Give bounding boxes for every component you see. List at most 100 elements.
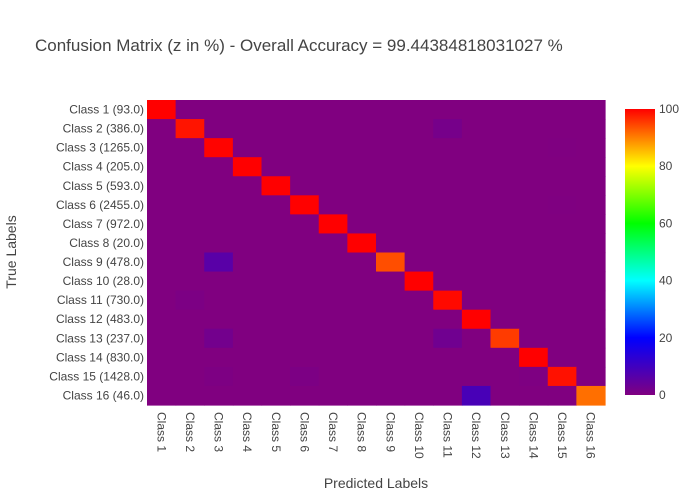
- heatmap-cell: [318, 385, 348, 406]
- heatmap-cell: [261, 138, 291, 158]
- heatmap-cell: [461, 309, 492, 330]
- x-tick-label: Class 8: [355, 412, 369, 452]
- heatmap-cell: [404, 290, 434, 311]
- heatmap-cell: [547, 252, 577, 273]
- heatmap-cell: [547, 138, 577, 158]
- heatmap-cell: [490, 233, 520, 254]
- heatmap-cell: [576, 366, 606, 387]
- heatmap-cell: [204, 100, 234, 120]
- y-tick-label: Class 14 (830.0): [56, 350, 144, 364]
- heatmap-cell: [204, 328, 234, 349]
- heatmap-cell: [232, 328, 263, 349]
- heatmap-cell: [147, 290, 177, 311]
- heatmap-cell: [232, 119, 263, 139]
- heatmap-cell: [347, 328, 377, 349]
- heatmap-cell: [519, 138, 549, 158]
- heatmap-cell: [318, 195, 348, 215]
- colorbar-tick-label: 40: [659, 274, 673, 288]
- heatmap-cell: [490, 309, 520, 330]
- heatmap-cell: [261, 233, 291, 254]
- heatmap-cell: [576, 214, 606, 235]
- heatmap-cell: [232, 100, 263, 120]
- heatmap-cell: [519, 119, 549, 139]
- heatmap-cell: [433, 138, 463, 158]
- heatmap-cell: [433, 157, 463, 177]
- y-tick-label: Class 7 (972.0): [63, 217, 144, 231]
- y-tick-label: Class 4 (205.0): [63, 160, 144, 174]
- heatmap-cell: [547, 233, 577, 254]
- heatmap-cell: [519, 385, 549, 406]
- y-tick-label: Class 1 (93.0): [69, 103, 144, 117]
- heatmap-cell: [290, 214, 320, 235]
- heatmap-cells: [147, 100, 606, 406]
- heatmap-cell: [576, 138, 606, 158]
- heatmap-cell: [347, 157, 377, 177]
- colorbar-ticks: 0 20 40 60 80 100: [659, 102, 679, 402]
- heatmap-cell: [376, 176, 406, 196]
- heatmap-cell: [576, 176, 606, 196]
- heatmap-cell: [547, 328, 577, 349]
- y-tick-label: Class 12 (483.0): [56, 312, 144, 326]
- heatmap-cell: [204, 252, 234, 273]
- heatmap-cell: [290, 157, 320, 177]
- heatmap-cell: [347, 119, 377, 139]
- heatmap-cell: [519, 366, 549, 387]
- y-tick-label: Class 10 (28.0): [63, 274, 144, 288]
- heatmap-cell: [433, 385, 463, 406]
- heatmap-cell: [433, 252, 463, 273]
- heatmap-cell: [175, 290, 205, 311]
- heatmap-cell: [519, 157, 549, 177]
- heatmap-cell: [347, 271, 377, 292]
- y-tick-label: Class 3 (1265.0): [56, 141, 144, 155]
- heatmap-cell: [376, 119, 406, 139]
- heatmap-cell: [433, 347, 463, 368]
- heatmap-cell: [261, 347, 291, 368]
- heatmap-cell: [147, 214, 177, 235]
- heatmap-cell: [490, 119, 520, 139]
- heatmap-cell: [376, 385, 406, 406]
- y-tick-labels: Class 1 (93.0) Class 2 (386.0) Class 3 (12…: [49, 103, 144, 403]
- heatmap-cell: [461, 347, 492, 368]
- heatmap-cell: [318, 271, 348, 292]
- heatmap-cell: [404, 347, 434, 368]
- heatmap-cell: [519, 100, 549, 120]
- heatmap-cell: [404, 157, 434, 177]
- heatmap-cell: [461, 214, 492, 235]
- heatmap-cell: [261, 252, 291, 273]
- heatmap-cell: [232, 366, 263, 387]
- heatmap-cell: [576, 100, 606, 120]
- heatmap-cell: [347, 195, 377, 215]
- x-tick-label: Class 16: [584, 412, 598, 459]
- heatmap-cell: [376, 309, 406, 330]
- heatmap-cell: [404, 366, 434, 387]
- heatmap-cell: [519, 309, 549, 330]
- heatmap-cell: [318, 366, 348, 387]
- heatmap-cell: [232, 176, 263, 196]
- heatmap-cell: [290, 176, 320, 196]
- x-tick-label: Class 5: [269, 412, 283, 452]
- heatmap-cell: [376, 157, 406, 177]
- heatmap-cell: [576, 119, 606, 139]
- heatmap-cell: [461, 157, 492, 177]
- heatmap-cell: [461, 252, 492, 273]
- heatmap-cell: [204, 271, 234, 292]
- heatmap-cell: [433, 100, 463, 120]
- heatmap-cell: [547, 176, 577, 196]
- heatmap-cell: [404, 252, 434, 273]
- x-tick-label: Class 15: [555, 412, 569, 459]
- x-tick-label: Class 10: [412, 412, 426, 459]
- heatmap-cell: [147, 309, 177, 330]
- heatmap-cell: [232, 309, 263, 330]
- heatmap-cell: [376, 138, 406, 158]
- heatmap-cell: [490, 176, 520, 196]
- heatmap-cell: [147, 271, 177, 292]
- heatmap-cell: [318, 157, 348, 177]
- heatmap-cell: [461, 119, 492, 139]
- heatmap-cell: [318, 290, 348, 311]
- heatmap-cell: [404, 119, 434, 139]
- heatmap-cell: [490, 347, 520, 368]
- y-tick-label: Class 13 (237.0): [56, 331, 144, 345]
- x-tick-label: Class 1: [154, 412, 168, 452]
- chart-title: Confusion Matrix (z in %) - Overall Accu…: [35, 36, 563, 55]
- heatmap-cell: [490, 385, 520, 406]
